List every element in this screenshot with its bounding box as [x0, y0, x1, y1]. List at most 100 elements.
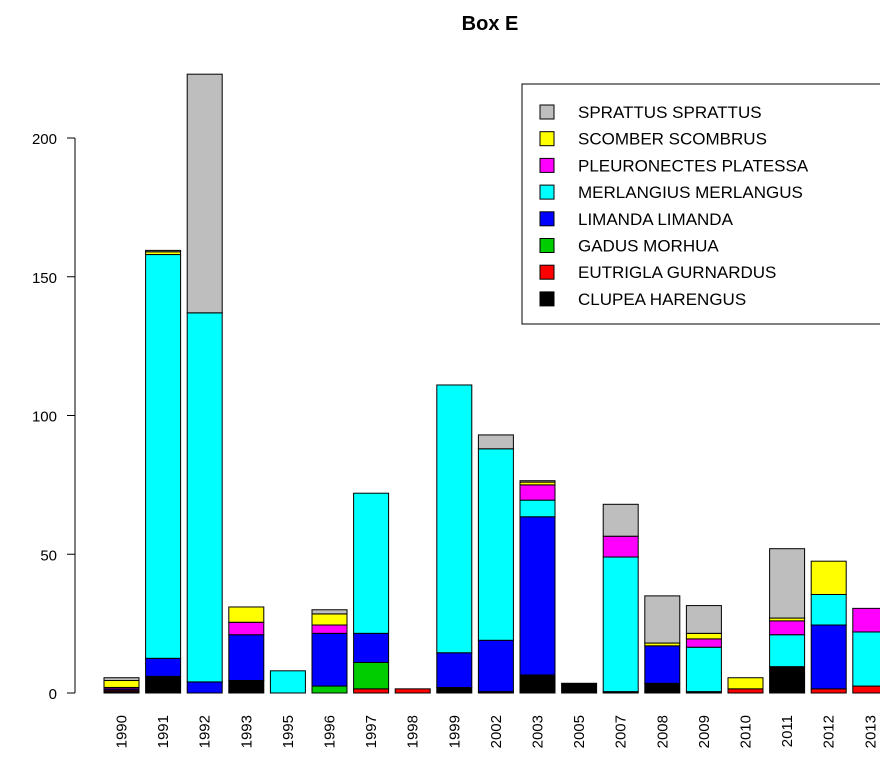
- bar-segment: [602, 503, 639, 537]
- bar-segment: [685, 646, 722, 693]
- bar-segment: [477, 639, 514, 693]
- legend-swatch: [539, 184, 555, 200]
- bar-segment: [228, 680, 265, 694]
- bar-segment: [644, 682, 681, 694]
- legend-swatch: [539, 157, 555, 173]
- bar-segment: [519, 480, 556, 483]
- bar-segment: [269, 670, 306, 694]
- bar-segment: [852, 631, 880, 687]
- bar-segment: [769, 666, 806, 694]
- x-tick-label: 1993: [238, 715, 255, 748]
- bar-stack: [186, 73, 223, 694]
- bar-segment: [519, 499, 556, 518]
- bar-segment: [810, 593, 847, 626]
- bar-stack: [810, 560, 847, 694]
- legend-swatch: [539, 104, 555, 120]
- bar-stack: [103, 677, 140, 694]
- bar-segment: [103, 677, 140, 682]
- x-tick-label: 2012: [821, 715, 838, 748]
- bar-segment: [353, 661, 390, 690]
- x-tick-label: 2003: [530, 715, 547, 748]
- x-tick-label: 2013: [862, 715, 879, 748]
- legend-label: MERLANGIUS MERLANGUS: [578, 183, 803, 202]
- bar-segment: [311, 609, 348, 615]
- bar-segment: [519, 484, 556, 501]
- bar-segment: [852, 685, 880, 694]
- x-tick-label: 1998: [405, 715, 422, 748]
- bar-segment: [145, 675, 182, 694]
- y-tick-label: 200: [32, 131, 57, 148]
- bar-segment: [602, 535, 639, 558]
- x-tick-label: 2010: [738, 715, 755, 748]
- bar-segment: [769, 620, 806, 636]
- bar-segment: [561, 682, 598, 694]
- bar-segment: [644, 595, 681, 644]
- bar-stack: [561, 682, 598, 694]
- chart-title: Box E: [462, 13, 519, 35]
- bar-stack: [644, 595, 681, 694]
- bar-stack: [353, 492, 390, 694]
- bar-segment: [685, 638, 722, 648]
- bar-segment: [353, 632, 390, 663]
- x-tick-label: 1999: [446, 715, 463, 748]
- x-tick-label: 2008: [654, 715, 671, 748]
- legend-label: SPRATTUS SPRATTUS: [578, 103, 762, 122]
- y-tick-label: 150: [32, 270, 57, 287]
- bar-segment: [311, 632, 348, 687]
- x-tick-label: 1990: [114, 715, 131, 748]
- bar-segment: [228, 634, 265, 682]
- x-tick-label: 2009: [696, 715, 713, 748]
- x-tick-label: 2011: [779, 715, 796, 747]
- bar-segment: [186, 681, 223, 694]
- x-tick-label: 1997: [363, 715, 380, 748]
- bar-stack: [519, 480, 556, 694]
- bar-segment: [852, 607, 880, 633]
- legend-swatch: [539, 211, 555, 227]
- x-tick-label: 1991: [155, 715, 172, 748]
- y-tick-label: 0: [49, 686, 57, 703]
- legend-label: CLUPEA HARENGUS: [578, 290, 746, 309]
- bar-stack: [852, 607, 880, 694]
- legend-label: LIMANDA LIMANDA: [578, 210, 734, 229]
- bar-stack: [602, 503, 639, 694]
- bar-stack: [436, 384, 473, 694]
- bar-stack: [477, 434, 514, 694]
- legend-box: [521, 83, 880, 325]
- bar-segment: [311, 685, 348, 694]
- bar-segment: [477, 448, 514, 641]
- bar-segment: [810, 688, 847, 694]
- legend-swatch: [539, 264, 555, 280]
- bar-segment: [810, 624, 847, 690]
- bar-segment: [436, 686, 473, 694]
- y-tick-label: 50: [40, 547, 57, 564]
- bar-segment: [477, 434, 514, 450]
- bar-segment: [394, 688, 431, 694]
- bar-segment: [145, 254, 182, 659]
- bar-segment: [685, 632, 722, 640]
- bar-stack: [769, 548, 806, 694]
- legend-swatch: [539, 238, 555, 253]
- legend: SPRATTUS SPRATTUS SCOMBER SCOMBRUS PLEURON…: [521, 83, 880, 325]
- bars: [103, 73, 880, 694]
- bar-stack: [727, 677, 764, 694]
- x-tick-label: 1995: [280, 715, 297, 748]
- bar-stack: [145, 249, 182, 694]
- x-tick-labels: 1990 1991 1992 1993 1995 1996 1997 1998 1999 2002…: [114, 715, 880, 748]
- bar-segment: [186, 73, 223, 314]
- bar-segment: [602, 556, 639, 693]
- x-tick-label: 2005: [571, 715, 588, 748]
- x-tick-label: 2002: [488, 715, 505, 748]
- bar-segment: [103, 680, 140, 688]
- legend-label: EUTRIGLA GURNARDUS: [578, 263, 776, 282]
- bar-segment: [353, 688, 390, 694]
- bar-segment: [644, 645, 681, 684]
- bar-stack: [685, 605, 722, 694]
- bar-stack: [394, 688, 431, 694]
- bar-segment: [436, 652, 473, 688]
- bar-segment: [769, 634, 806, 668]
- y-tick-label: 100: [32, 409, 57, 426]
- legend-swatch: [539, 291, 555, 307]
- bar-segment: [727, 677, 764, 690]
